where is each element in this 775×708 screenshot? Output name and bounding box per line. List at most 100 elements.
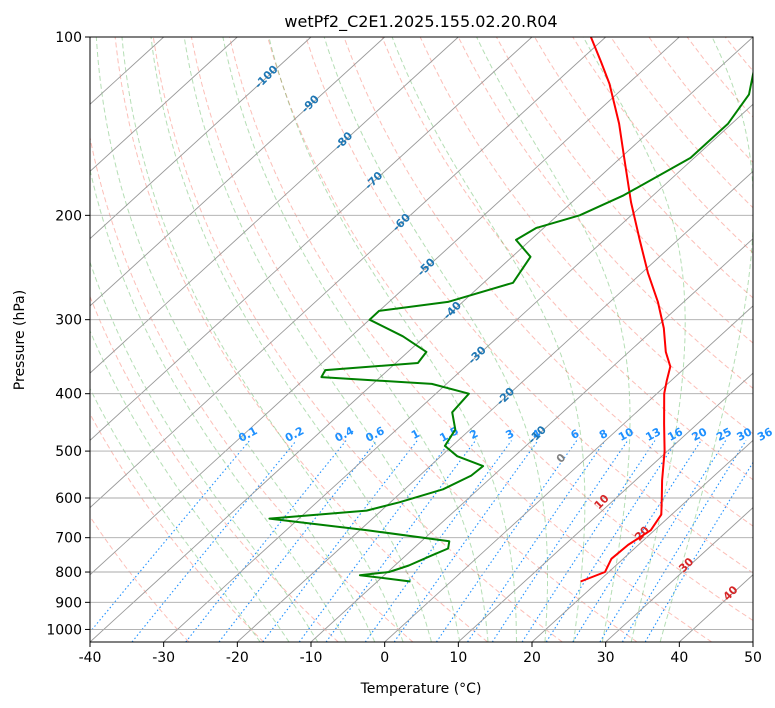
y-tick-label: 1000 bbox=[46, 622, 82, 638]
isotherm-line bbox=[163, 103, 753, 642]
mixing-ratio-line bbox=[364, 440, 512, 642]
mixing-ratio-label: 25 bbox=[714, 425, 734, 444]
x-tick-label: 10 bbox=[449, 650, 467, 666]
dry-adiabat-line bbox=[305, 37, 753, 574]
mixing-ratio-line bbox=[393, 440, 539, 642]
mixing-ratio-line bbox=[131, 440, 297, 642]
mixing-ratio-label: 0.1 bbox=[236, 424, 259, 445]
dry-adiabat-line bbox=[90, 412, 264, 642]
mixing-ratio-line bbox=[262, 440, 418, 642]
mixing-ratio-line bbox=[467, 440, 606, 642]
grid-lines bbox=[90, 37, 753, 642]
y-axis-label: Pressure (hPa) bbox=[12, 290, 28, 390]
temperature-line bbox=[580, 37, 672, 583]
moist-adiabat-line bbox=[150, 37, 432, 642]
mixing-ratio-label: 2 bbox=[467, 427, 480, 442]
x-tick-label: -20 bbox=[226, 650, 249, 666]
y-tick-label: 500 bbox=[55, 444, 82, 460]
mixing-ratio-line bbox=[572, 440, 702, 642]
mixing-ratio-line bbox=[599, 440, 727, 642]
moist-adiabat-line bbox=[391, 37, 586, 642]
dry-adiabat-line bbox=[267, 37, 753, 622]
x-tick-label: 20 bbox=[523, 650, 541, 666]
mixing-ratio-label: 13 bbox=[643, 425, 663, 444]
x-tick-label: -40 bbox=[79, 650, 102, 666]
dry-adiabat-line bbox=[190, 37, 638, 642]
y-tick-label: 200 bbox=[55, 208, 82, 224]
isotherm-line bbox=[531, 439, 753, 642]
y-tick-label: 100 bbox=[55, 30, 82, 46]
mixing-ratio-line bbox=[521, 440, 656, 642]
mixing-ratio-line bbox=[545, 440, 678, 642]
isotherm-line bbox=[605, 506, 753, 642]
mixing-ratio-label: 16 bbox=[665, 425, 685, 444]
mixing-ratio-line bbox=[218, 440, 378, 642]
isotherm-line bbox=[90, 37, 753, 642]
x-tick-label: -30 bbox=[152, 650, 175, 666]
dry-adiabat-line bbox=[686, 37, 753, 118]
mixing-ratio-line bbox=[644, 461, 753, 642]
moist-adiabat-line bbox=[121, 37, 404, 642]
moist-adiabat-line bbox=[268, 37, 517, 642]
y-tick-label: 400 bbox=[55, 387, 82, 403]
chart-title: wetPf2_C2E1.2025.155.02.20.R04 bbox=[284, 12, 557, 32]
dry-adiabat-line bbox=[90, 515, 190, 642]
theta-e-label: 10 bbox=[592, 492, 612, 512]
profile-lines bbox=[268, 37, 753, 583]
moist-adiabat-line bbox=[90, 329, 290, 642]
dry-adiabat-line bbox=[419, 37, 753, 435]
isotherm-line bbox=[457, 372, 753, 642]
mixing-ratio-line bbox=[325, 440, 476, 642]
isotherm-line bbox=[90, 37, 386, 307]
theta-e-label: 0 bbox=[554, 451, 569, 466]
isotherm-line bbox=[90, 37, 459, 374]
dry-adiabat-line bbox=[534, 37, 753, 299]
mixing-ratio-label: 36 bbox=[755, 425, 775, 444]
mixing-ratio-label: 30 bbox=[735, 425, 755, 444]
moist-adiabat-line bbox=[183, 37, 461, 642]
dry-adiabat-line bbox=[152, 37, 563, 642]
dry-adiabat-line bbox=[610, 37, 753, 209]
dry-adiabat-line bbox=[114, 37, 488, 642]
mixing-ratio-label: 0.4 bbox=[333, 424, 357, 445]
mixing-ratio-label: 0.2 bbox=[283, 424, 306, 445]
x-axis-label: Temperature (°C) bbox=[360, 681, 482, 697]
moist-adiabat-line bbox=[323, 37, 548, 642]
isotherm-line bbox=[310, 238, 753, 642]
mixing-ratio-label: 3 bbox=[503, 427, 516, 442]
dry-adiabat-line bbox=[572, 37, 753, 254]
isotherm-line bbox=[752, 641, 753, 642]
mixing-ratio-line bbox=[435, 440, 578, 642]
dry-adiabat-line bbox=[343, 37, 753, 527]
isotherm-line bbox=[90, 37, 533, 441]
y-tick-label: 600 bbox=[55, 491, 82, 507]
y-tick-label: 700 bbox=[55, 531, 82, 547]
x-tick-label: 50 bbox=[744, 650, 762, 666]
axis-ticks: -40 -30 -20 -10 0 10 20 30 40 5010009008007006005… bbox=[46, 30, 762, 666]
moist-adiabat-line bbox=[90, 387, 261, 642]
mixing-ratio-label: 8 bbox=[597, 427, 610, 442]
y-tick-label: 800 bbox=[55, 565, 82, 581]
dry-adiabat-line bbox=[495, 37, 753, 344]
x-tick-label: 0 bbox=[380, 650, 389, 666]
dry-adiabat-line bbox=[763, 37, 775, 642]
dry-adiabat-line bbox=[724, 37, 753, 72]
moist-adiabat-line bbox=[90, 167, 347, 642]
moist-adiabat-line bbox=[582, 37, 686, 642]
x-tick-label: -10 bbox=[300, 650, 323, 666]
mixing-ratio-label: 10 bbox=[616, 425, 636, 444]
x-tick-label: 30 bbox=[597, 650, 615, 666]
isotherm-line bbox=[90, 37, 238, 173]
isotherm-line bbox=[384, 305, 753, 642]
mixing-ratio-line bbox=[298, 440, 452, 642]
mixing-ratio-line bbox=[491, 440, 629, 642]
dry-adiabat-line bbox=[648, 37, 753, 164]
isotherm-line bbox=[90, 37, 680, 576]
x-tick-label: 40 bbox=[670, 650, 688, 666]
dry-adiabat-line bbox=[229, 37, 712, 642]
dry-adiabat-line bbox=[381, 37, 753, 481]
mixing-ratio-line bbox=[90, 440, 251, 633]
dewpoint-line bbox=[268, 69, 753, 583]
y-tick-label: 900 bbox=[55, 595, 82, 611]
